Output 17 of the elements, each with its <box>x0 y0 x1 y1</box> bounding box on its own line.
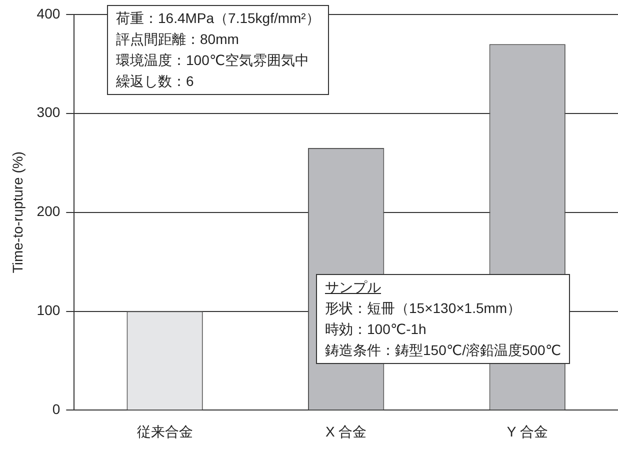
y-tick-label: 300 <box>36 104 60 120</box>
annotation: 形状：短冊（15×130×1.5mm） <box>325 299 522 318</box>
y-tick-label: 100 <box>36 302 60 318</box>
y-tick-label: 200 <box>36 203 60 220</box>
x-tick-label: X 合金 <box>325 423 367 440</box>
annotation: 荷重：16.4MPa（7.15kgf/mm²） <box>116 9 320 28</box>
annotation: 繰返し数：6 <box>116 72 195 91</box>
x-tick-label: 従来合金 <box>136 423 193 440</box>
annotation: 評点間距離：80mm <box>116 30 240 49</box>
annotation: 時効：100℃-1h <box>325 320 428 339</box>
x-tick-label: Y 合金 <box>506 423 548 440</box>
y-axis-title: Time-to-rupture (%) <box>9 151 26 274</box>
annotation: 鋳造条件：鋳型150℃/溶鉛温度500℃ <box>325 341 562 360</box>
y-tick-label: 0 <box>52 401 60 418</box>
annotation: 環境温度：100℃空気雰囲気中 <box>116 51 310 70</box>
y-tick-label: 400 <box>36 5 60 22</box>
annotation: サンプル <box>325 278 382 297</box>
